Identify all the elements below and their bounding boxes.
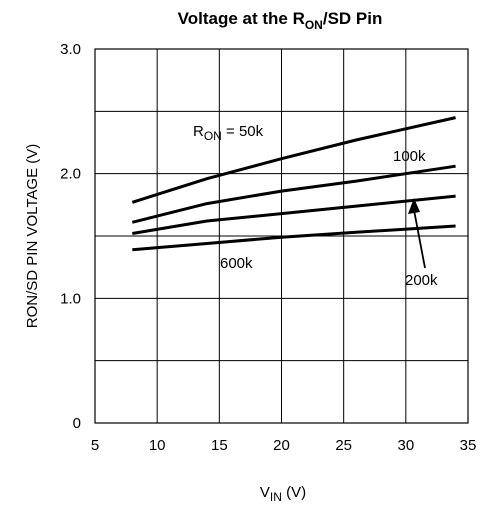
annotation-arrow-200k (413, 209, 426, 269)
x-tick-labels: 5 10 15 20 25 30 35 (91, 437, 477, 454)
x-tick-label: 15 (211, 437, 228, 454)
y-tick-label: 3.0 (60, 41, 81, 58)
series-label-100k: 100k (393, 148, 426, 165)
series-label-200k: 200k (405, 272, 438, 289)
series-line-200k (132, 194, 456, 235)
plot-frame (94, 48, 469, 424)
series-label-50k: RON = 50k (193, 123, 264, 143)
x-tick-label: 30 (397, 437, 414, 454)
chart-title: Voltage at the RON/SD Pin (178, 9, 383, 32)
y-tick-label: 2.0 (60, 166, 81, 183)
y-tick-labels: 0 1.0 2.0 3.0 (60, 41, 81, 432)
x-tick-label: 25 (335, 437, 352, 454)
x-tick-label: 5 (91, 437, 99, 454)
series-line-600k (132, 224, 456, 252)
series-label-600k: 600k (220, 255, 253, 272)
x-tick-label: 20 (273, 437, 290, 454)
annotation-arrowhead-200k (408, 198, 420, 214)
y-tick-label: 0 (73, 415, 81, 432)
x-tick-label: 35 (460, 437, 477, 454)
y-axis-label: RON/SD PIN VOLTAGE (V) (24, 144, 41, 328)
grid-lines (95, 49, 468, 423)
series-line-50k (131, 116, 456, 204)
x-tick-label: 10 (149, 437, 166, 454)
series-line-100k (131, 164, 456, 224)
series-lines (131, 116, 456, 252)
x-axis-label: VIN (V) (260, 484, 306, 504)
y-tick-label: 1.0 (60, 290, 81, 307)
